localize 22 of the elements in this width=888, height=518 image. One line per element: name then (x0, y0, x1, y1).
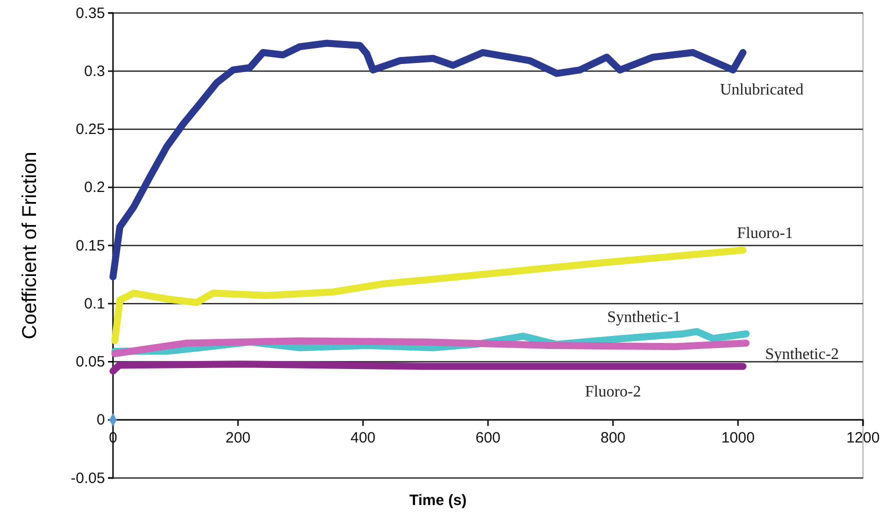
y-tick-label: 0.05 (76, 354, 105, 371)
y-tick-label: 0.15 (76, 237, 105, 254)
y-axis-title: Coefficient of Friction (19, 152, 41, 340)
series-label: Synthetic-2 (765, 346, 839, 364)
x-tick-label: 1200 (846, 429, 880, 446)
y-tick-label: 0.25 (76, 121, 105, 138)
x-tick-label: 1000 (721, 429, 755, 446)
y-tick-label: 0.1 (84, 295, 105, 312)
x-tick-label: 200 (225, 429, 251, 446)
series-label: Fluoro-1 (737, 225, 793, 242)
y-tick-label: 0.3 (84, 62, 105, 80)
x-tick-label: 600 (475, 429, 501, 446)
y-tick-label: 0.2 (84, 179, 105, 196)
series-label: Fluoro-2 (585, 383, 641, 400)
series-label: Synthetic-1 (607, 308, 681, 326)
x-tick-label: 400 (350, 429, 376, 446)
x-axis-title: Time (s) (409, 492, 467, 509)
series-label: Unlubricated (720, 82, 804, 99)
y-tick-label: 0 (96, 412, 105, 429)
y-tick-label: 0.35 (76, 4, 105, 22)
y-tick-label: -0.05 (70, 470, 105, 487)
x-tick-label: 800 (600, 429, 626, 446)
